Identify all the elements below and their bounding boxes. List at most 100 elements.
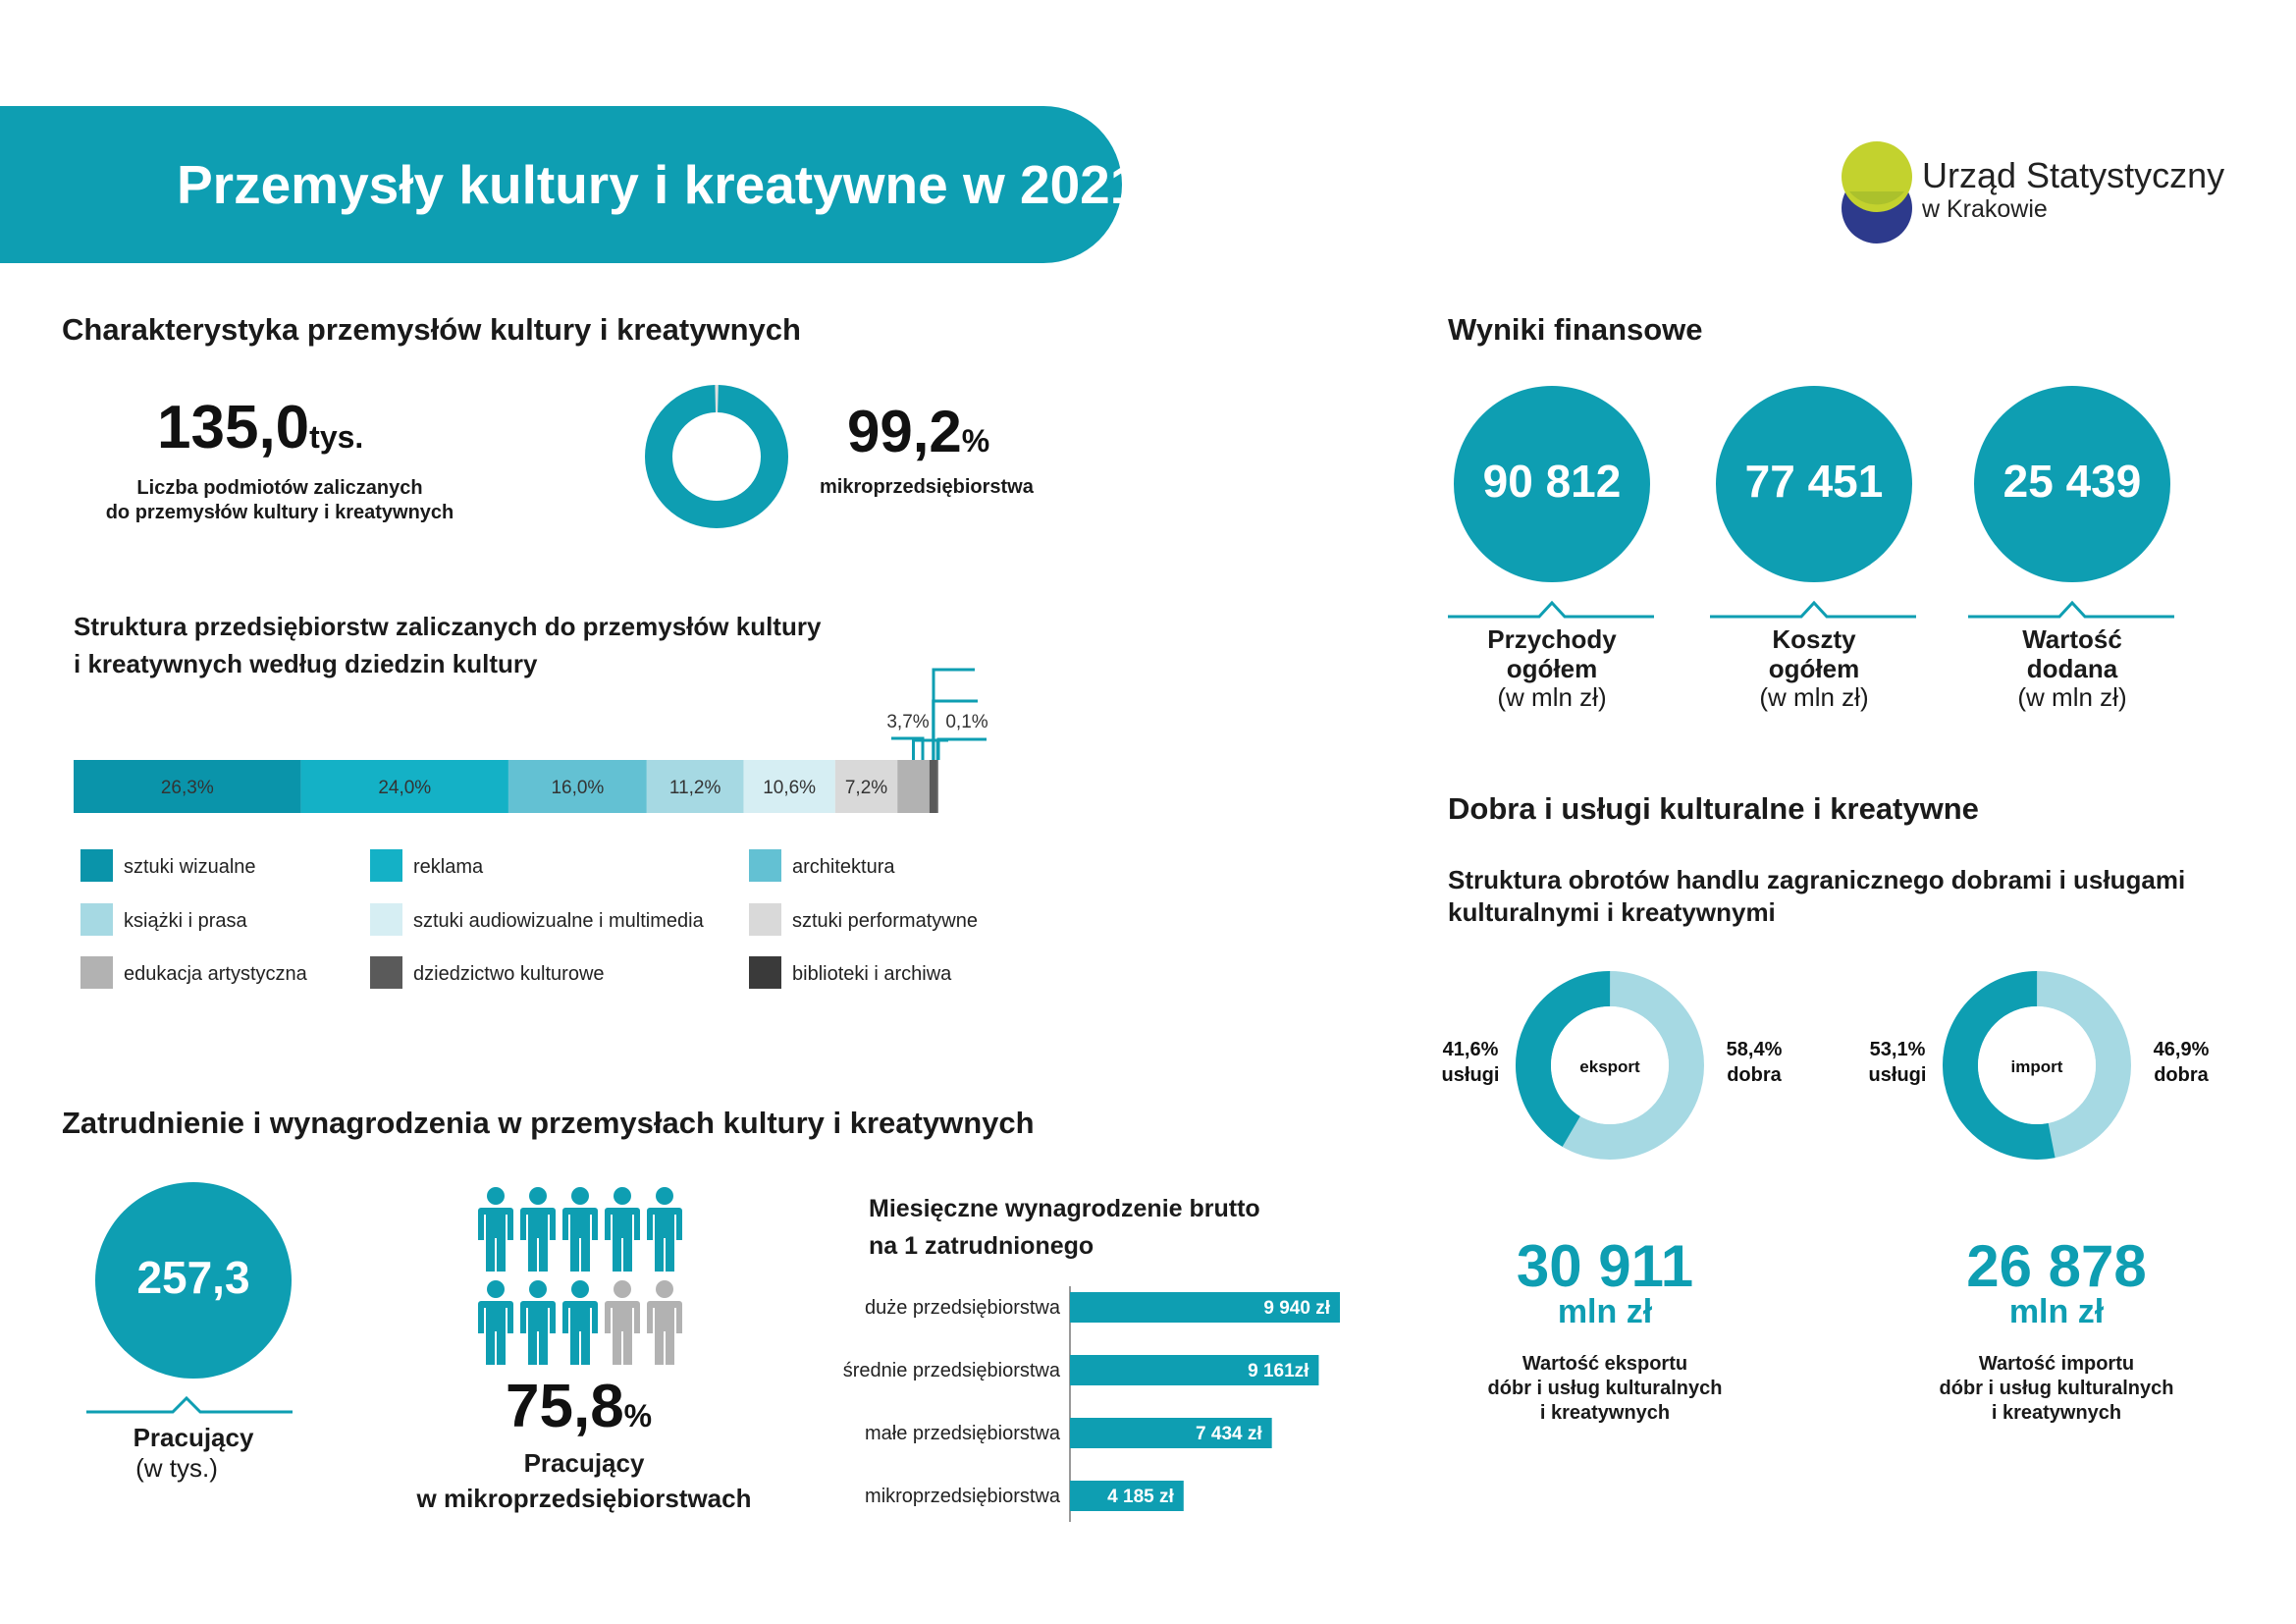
wage-bar-4: [1070, 1481, 1184, 1511]
person-icon: [478, 1280, 513, 1365]
section-heading-characteristics: Charakterystyka przemysłów kultury i kre…: [62, 312, 801, 347]
person-icon: [605, 1280, 640, 1365]
person-body: [478, 1301, 513, 1365]
legend-swatch-2: [370, 849, 402, 882]
header-banner: [0, 106, 1122, 263]
callout-label-7: 3,7%: [886, 712, 929, 732]
structure-stacked-bar: 26,3%24,0%16,0%11,2%10,6%7,2%3,7%0,9%0,1…: [74, 668, 988, 989]
legend-swatch-4: [80, 903, 113, 936]
finance-label-3: Wartość dodana: [2022, 624, 2122, 683]
callout-line-7b: [891, 736, 925, 760]
person-icon: [647, 1280, 682, 1365]
wage-category-2: średnie przedsiębiorstwa: [843, 1360, 1061, 1381]
donut-title-eksport: eksport: [1579, 1057, 1640, 1076]
wage-bar-2: [1070, 1355, 1319, 1385]
legend-label-3: architektura: [792, 856, 895, 878]
workers-unit: (w tys.): [135, 1453, 218, 1483]
finance-label-1: Przychody ogółem: [1487, 624, 1617, 683]
section-heading-trade: Dobra i usługi kulturalne i kreatywne: [1448, 791, 1979, 826]
micro-value: 99,2%: [847, 399, 990, 464]
logo-line-2: w Krakowie: [1922, 195, 2048, 223]
person-icon: [520, 1280, 556, 1365]
legend-swatch-9: [749, 956, 781, 989]
callout-line-8b: [932, 668, 975, 760]
finance-circle-3: [1974, 386, 2170, 582]
workers-label: Pracujący: [133, 1423, 254, 1452]
bar-segment-3: [507, 760, 647, 813]
person-body: [520, 1301, 556, 1365]
wage-value-1: 9 940 zł: [1263, 1298, 1330, 1319]
finance-pointer-2: [1710, 600, 1916, 619]
person-body: [562, 1208, 598, 1272]
person-body: [520, 1208, 556, 1272]
person-head: [571, 1280, 589, 1298]
entities-label: Liczba podmiotów zaliczanych do przemysł…: [105, 477, 454, 523]
person-body: [647, 1301, 682, 1365]
section-heading-finance: Wyniki finansowe: [1448, 312, 1703, 347]
bar-segment-9: [936, 760, 938, 813]
donut-label-uslugi-value: 53,1%: [1870, 1039, 1926, 1060]
person-head: [487, 1187, 505, 1205]
bar-label-6: 7,2%: [845, 778, 887, 798]
bar-label-2: 24,0%: [378, 778, 431, 798]
legend-swatch-3: [749, 849, 781, 882]
legend-swatch-8: [370, 956, 402, 989]
finance-pointer-3: [1968, 600, 2174, 619]
pointer-line: [1448, 600, 1654, 619]
bar-segment-5: [743, 760, 835, 813]
person-body: [478, 1208, 513, 1272]
export-value: 30 911: [1516, 1233, 1694, 1299]
wage-bar-1: [1070, 1292, 1340, 1323]
export-unit: mln zł: [1557, 1293, 1653, 1330]
person-head: [487, 1280, 505, 1298]
legend-label-9: biblioteki i archiwa: [792, 963, 952, 985]
donut-label-dobra-value: 58,4%: [1727, 1039, 1783, 1060]
donut-label-uslugi-name: usługi: [1869, 1064, 1927, 1086]
legend-swatch-5: [370, 903, 402, 936]
person-icon: [562, 1280, 598, 1365]
trade-subheading: Struktura obrotów handlu zagranicznego d…: [1448, 865, 2186, 927]
person-head: [614, 1187, 631, 1205]
finance-pointer-1: [1448, 600, 1654, 619]
finance-value-2: 77 451: [1744, 456, 1884, 507]
person-icon: [647, 1187, 682, 1272]
donut-title-import: import: [2011, 1057, 2063, 1076]
bar-segment-6: [834, 760, 898, 813]
pointer-line: [1710, 600, 1916, 619]
person-head: [529, 1280, 547, 1298]
finance-label-2: Koszty ogółem: [1768, 624, 1860, 683]
person-body: [605, 1301, 640, 1365]
wage-bar-chart: duże przedsiębiorstwa 9 940 zł średnie prz…: [843, 1286, 1340, 1522]
import-label: Wartość importu dóbr i usług kulturalnyc…: [1939, 1353, 2174, 1424]
donut-label-uslugi-value: 41,6%: [1443, 1039, 1499, 1060]
donut-label-dobra-name: dobra: [2154, 1064, 2209, 1086]
legend-label-5: sztuki audiowizualne i multimedia: [413, 910, 705, 932]
person-head: [571, 1187, 589, 1205]
legend-label-8: dziedzictwo kulturowe: [413, 963, 605, 985]
donut-label-uslugi-name: usługi: [1442, 1064, 1500, 1086]
donut-label-dobra-name: dobra: [1727, 1064, 1782, 1086]
pointer-line: [1968, 600, 2174, 619]
donut-label-dobra-value: 46,9%: [2154, 1039, 2210, 1060]
finance-value-1: 90 812: [1482, 456, 1622, 507]
person-icon: [520, 1187, 556, 1272]
person-head: [656, 1280, 673, 1298]
wage-bar-3: [1070, 1418, 1272, 1448]
callout-label-9: 0,1%: [945, 712, 988, 732]
legend-swatch-6: [749, 903, 781, 936]
workers-value: 257,3: [136, 1252, 250, 1303]
legend-label-6: sztuki performatywne: [792, 910, 978, 932]
bar-segment-4: [646, 760, 744, 813]
finance-circle-2: [1716, 386, 1912, 582]
wage-category-1: duże przedsiębiorstwa: [865, 1297, 1061, 1319]
donut-eksport-uslugi: [1516, 971, 1704, 1160]
legend-label-1: sztuki wizualne: [124, 856, 256, 878]
callout-line-7: [912, 738, 947, 760]
person-body: [562, 1301, 598, 1365]
bar-label-5: 10,6%: [763, 778, 816, 798]
employment-micro-value: 75,8%: [506, 1373, 653, 1440]
bar-label-3: 16,0%: [551, 778, 604, 798]
bar-label-4: 11,2%: [669, 778, 721, 798]
micro-share-donut: [645, 385, 788, 528]
trade-donut-charts: eksport 41,6% usługi 58,4% dobra import 53,1% u…: [1442, 971, 2210, 1160]
